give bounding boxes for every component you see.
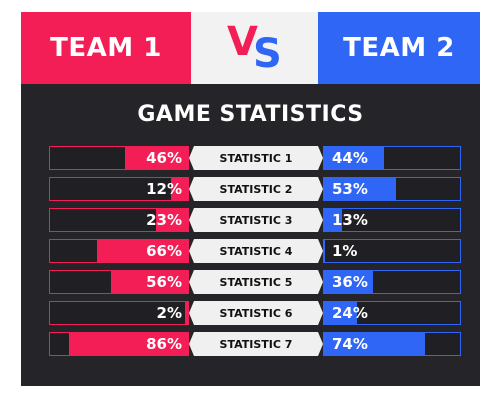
team-2-bar-track: 36% bbox=[323, 270, 461, 294]
versus-header: TEAM 1 V S TEAM 2 bbox=[21, 12, 480, 84]
stat-row-6: 2% STATISTIC 6 24% bbox=[49, 301, 461, 325]
team-2-bar-fill bbox=[324, 271, 373, 293]
statistics-board: GAME STATISTICS 46% STATISTIC 1 44% 12% … bbox=[21, 84, 480, 386]
team-2-value: 74% bbox=[332, 335, 368, 353]
team-2-bar-track: 53% bbox=[323, 177, 461, 201]
team-1-bar-track: 46% bbox=[49, 146, 189, 170]
stat-label: STATISTIC 6 bbox=[189, 301, 323, 325]
team-1-bar-fill bbox=[156, 209, 188, 231]
team-1-bar-track: 66% bbox=[49, 239, 189, 263]
versus-badge: V S bbox=[191, 12, 318, 84]
team-2-value: 13% bbox=[332, 211, 368, 229]
team-1-value: 12% bbox=[146, 180, 182, 198]
team-1-bar-fill bbox=[171, 178, 188, 200]
team-2-bar-fill bbox=[324, 209, 342, 231]
versus-letter-v: V bbox=[227, 19, 258, 65]
team-2-bar-track: 44% bbox=[323, 146, 461, 170]
team-2-bar-track: 1% bbox=[323, 239, 461, 263]
stat-row-7: 86% STATISTIC 7 74% bbox=[49, 332, 461, 356]
stat-row-3: 23% STATISTIC 3 13% bbox=[49, 208, 461, 232]
stat-row-1: 46% STATISTIC 1 44% bbox=[49, 146, 461, 170]
team-2-banner: TEAM 2 bbox=[318, 12, 480, 84]
stat-label: STATISTIC 2 bbox=[189, 177, 323, 201]
team-1-bar-track: 12% bbox=[49, 177, 189, 201]
versus-letter-s: S bbox=[253, 31, 282, 77]
stat-label: STATISTIC 7 bbox=[189, 332, 323, 356]
stat-label: STATISTIC 3 bbox=[189, 208, 323, 232]
team-2-bar-fill bbox=[324, 333, 425, 355]
team-1-bar-track: 56% bbox=[49, 270, 189, 294]
team-1-value: 66% bbox=[146, 242, 182, 260]
team-1-bar-fill bbox=[185, 302, 188, 324]
team-1-bar-fill bbox=[110, 271, 188, 293]
stat-row-2: 12% STATISTIC 2 53% bbox=[49, 177, 461, 201]
team-1-banner: TEAM 1 bbox=[21, 12, 191, 84]
team-2-value: 36% bbox=[332, 273, 368, 291]
team-2-value: 53% bbox=[332, 180, 368, 198]
team-1-value: 46% bbox=[146, 149, 182, 167]
team-1-value: 23% bbox=[146, 211, 182, 229]
team-2-name: TEAM 2 bbox=[343, 33, 455, 63]
team-2-bar-track: 13% bbox=[323, 208, 461, 232]
team-2-bar-track: 24% bbox=[323, 301, 461, 325]
team-2-value: 44% bbox=[332, 149, 368, 167]
team-2-bar-fill bbox=[324, 240, 326, 262]
stat-label: STATISTIC 1 bbox=[189, 146, 323, 170]
team-1-bar-fill bbox=[124, 147, 188, 169]
team-1-name: TEAM 1 bbox=[50, 33, 162, 63]
team-2-bar-track: 74% bbox=[323, 332, 461, 356]
team-1-value: 86% bbox=[146, 335, 182, 353]
team-1-value: 56% bbox=[146, 273, 182, 291]
board-title: GAME STATISTICS bbox=[137, 102, 364, 127]
team-2-value: 1% bbox=[332, 242, 358, 260]
stat-label: STATISTIC 5 bbox=[189, 270, 323, 294]
team-1-bar-track: 2% bbox=[49, 301, 189, 325]
team-2-bar-fill bbox=[324, 178, 397, 200]
team-1-value: 2% bbox=[156, 304, 182, 322]
team-1-bar-track: 86% bbox=[49, 332, 189, 356]
team-1-bar-track: 23% bbox=[49, 208, 189, 232]
stat-row-4: 66% STATISTIC 4 1% bbox=[49, 239, 461, 263]
team-1-bar-fill bbox=[96, 240, 188, 262]
team-2-bar-fill bbox=[324, 302, 357, 324]
stat-row-5: 56% STATISTIC 5 36% bbox=[49, 270, 461, 294]
stat-label: STATISTIC 4 bbox=[189, 239, 323, 263]
team-1-bar-fill bbox=[69, 333, 188, 355]
team-2-bar-fill bbox=[324, 147, 384, 169]
team-2-value: 24% bbox=[332, 304, 368, 322]
